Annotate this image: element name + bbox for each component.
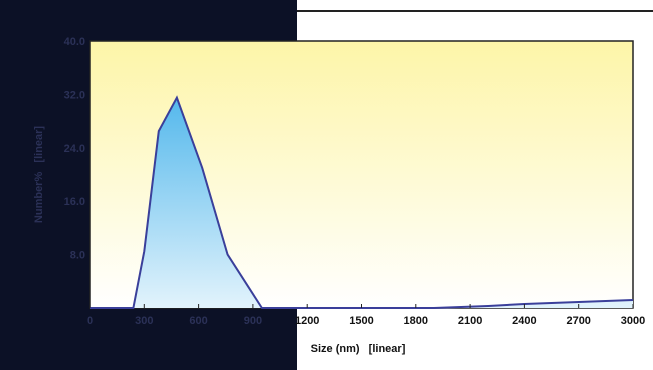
- x-tick-label-2: 600: [189, 315, 207, 327]
- x-tick-label-9: 2700: [566, 315, 590, 327]
- distribution-area: [90, 97, 633, 308]
- x-tick-label-4: 1200: [295, 315, 319, 327]
- x-tick-label-0: 0: [87, 315, 93, 327]
- y-axis-title: Number% [linear]: [33, 126, 45, 224]
- y-axis-ticks: 8.0 16.0 24.0 32.0 40.0: [64, 36, 85, 262]
- x-tick-label-7: 2100: [458, 315, 482, 327]
- x-tick-label-1: 300: [135, 315, 153, 327]
- y-tick-label-3: 32.0: [64, 89, 85, 101]
- y-tick-label-4: 40.0: [64, 36, 85, 48]
- y-tick-label-0: 8.0: [70, 250, 85, 262]
- x-tick-label-8: 2400: [512, 315, 536, 327]
- y-tick-label-1: 16.0: [64, 196, 85, 208]
- distribution-line: [90, 95, 634, 309]
- x-tick-label-6: 1800: [404, 315, 428, 327]
- x-tick-label-5: 1500: [349, 315, 373, 327]
- x-tick-label-10: 3000: [621, 315, 645, 327]
- y-tick-label-2: 24.0: [64, 143, 85, 155]
- x-axis-ticks: 0 300 600 900 1200 1500 1800 2100 2400 2700 3000: [87, 304, 645, 327]
- top-rule: [297, 0, 653, 12]
- x-axis-title: Size (nm) [linear]: [311, 343, 406, 355]
- x-tick-label-3: 900: [244, 315, 262, 327]
